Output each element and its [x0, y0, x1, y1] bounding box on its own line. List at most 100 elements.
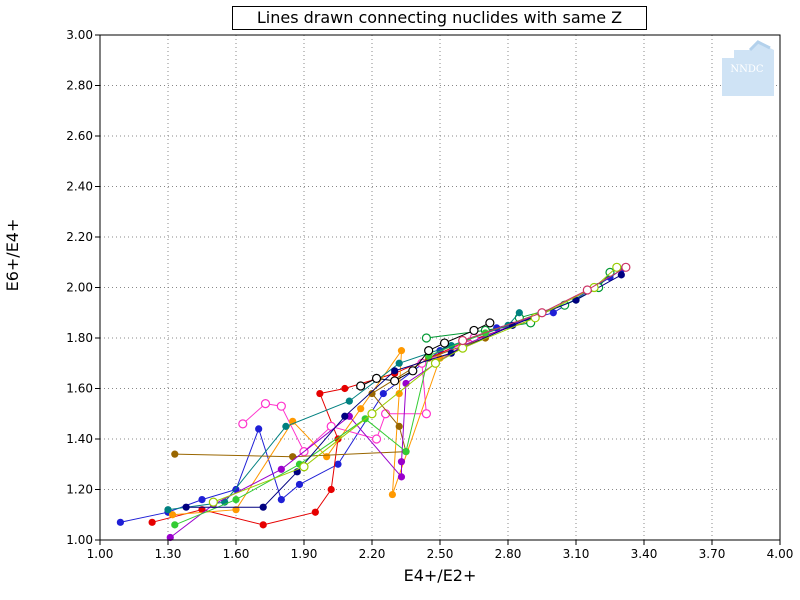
y-tick-label: 2.20	[66, 230, 93, 244]
y-tick-label: 1.60	[66, 382, 93, 396]
data-point	[421, 409, 431, 419]
series	[356, 318, 495, 391]
data-point	[277, 496, 285, 504]
data-point	[388, 490, 396, 499]
data-point	[421, 333, 431, 343]
data-point	[171, 450, 179, 458]
plot-frame	[99, 34, 781, 541]
y-tick-labels: 1.00 1.20 1.40 1.60 1.80 2.00 2.20 2.40 2.60 2.80…	[66, 28, 93, 547]
x-axis-label: E4+/E2+	[404, 566, 477, 585]
x-tick-label: 4.00	[767, 547, 794, 561]
y-tick-label: 2.00	[66, 281, 93, 295]
data-point	[408, 366, 418, 376]
series	[458, 262, 631, 346]
y-tick-label: 3.00	[66, 28, 93, 42]
data-point	[282, 422, 290, 430]
y-tick-label: 2.40	[66, 180, 93, 194]
data-point	[255, 425, 263, 433]
data-point	[397, 473, 406, 481]
data-point	[617, 271, 625, 279]
data-point	[182, 503, 190, 511]
series-line	[426, 272, 611, 339]
y-axis-label: E6+/E4+	[3, 219, 22, 292]
grid	[95, 34, 781, 545]
data-point	[341, 412, 349, 420]
data-point	[572, 296, 580, 304]
nndc-logo: NNDC	[720, 40, 774, 96]
data-point	[334, 460, 342, 468]
x-tick-label: 2.20	[359, 547, 386, 561]
data-point	[276, 401, 286, 411]
y-tick-label: 1.20	[66, 483, 93, 497]
data-point	[327, 485, 335, 494]
data-point	[341, 384, 349, 393]
x-tick-label: 3.10	[563, 547, 590, 561]
data-point	[334, 435, 342, 443]
series-line	[186, 274, 622, 508]
x-tick-label: 1.60	[223, 547, 250, 561]
x-tick-label: 1.00	[87, 547, 114, 561]
data-point	[390, 376, 400, 386]
data-point	[259, 521, 267, 529]
data-point	[311, 508, 319, 516]
data-point	[395, 422, 403, 430]
data-point	[299, 462, 309, 472]
data-point	[397, 347, 406, 355]
data-point	[259, 503, 267, 511]
data-point	[368, 389, 376, 398]
series-line	[172, 337, 486, 516]
x-tick-label: 3.70	[699, 547, 726, 561]
data-point	[232, 496, 240, 504]
data-point	[148, 518, 156, 526]
data-point	[582, 285, 592, 295]
y-tick-label: 2.80	[66, 79, 93, 93]
data-point	[277, 465, 285, 473]
series	[208, 262, 622, 507]
data-point	[232, 485, 240, 494]
data-point	[458, 335, 468, 346]
data-point	[367, 409, 377, 419]
data-point	[397, 458, 406, 466]
series	[171, 334, 489, 461]
data-point	[168, 511, 177, 519]
series	[182, 271, 625, 511]
data-point	[356, 381, 366, 391]
series-layer	[116, 262, 631, 542]
y-tick-label: 2.60	[66, 129, 93, 143]
data-point	[612, 262, 622, 272]
data-point	[395, 389, 403, 398]
data-point	[424, 346, 434, 356]
x-tick-label: 2.80	[495, 547, 522, 561]
data-point	[208, 497, 218, 507]
logo-text: NNDC	[730, 64, 764, 75]
data-point	[316, 389, 324, 398]
data-point	[323, 453, 331, 461]
x-tick-label: 3.40	[631, 547, 658, 561]
data-point	[402, 448, 410, 456]
data-point	[537, 308, 547, 318]
data-point	[549, 309, 557, 317]
data-point	[357, 405, 365, 413]
data-point	[379, 389, 387, 398]
data-point	[116, 518, 124, 526]
data-point	[439, 338, 450, 348]
data-point	[402, 379, 410, 388]
data-point	[371, 434, 382, 444]
series	[421, 267, 615, 343]
data-point	[391, 367, 399, 375]
data-point	[430, 358, 441, 368]
data-point	[289, 453, 297, 461]
chart-title: Lines drawn connecting nuclides with sam…	[232, 6, 647, 30]
series-line	[242, 337, 475, 453]
data-point	[395, 359, 403, 367]
data-point	[469, 325, 479, 336]
y-tick-label: 1.40	[66, 432, 93, 446]
data-point	[166, 533, 174, 542]
x-tick-label: 1.90	[291, 547, 318, 561]
y-tick-label: 1.80	[66, 331, 93, 345]
data-point	[164, 506, 172, 514]
x-tick-label: 1.30	[155, 547, 182, 561]
series-line	[174, 299, 577, 526]
data-point	[458, 343, 468, 353]
